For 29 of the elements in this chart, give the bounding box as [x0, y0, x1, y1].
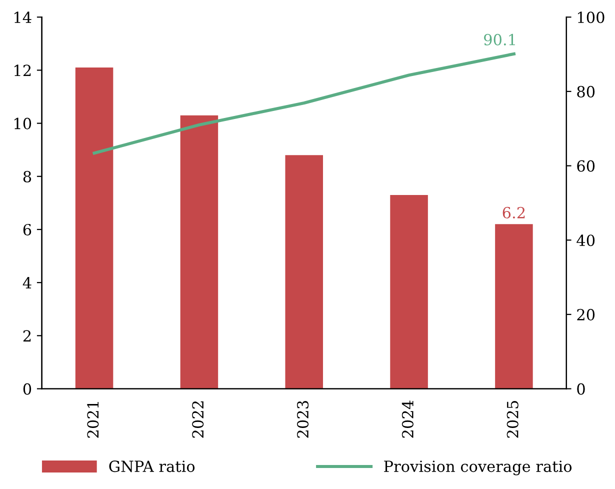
y2-tick-label: 60 — [577, 160, 595, 172]
y2-tick-label: 80 — [577, 86, 595, 98]
legend-label: Provision coverage ratio — [384, 460, 572, 476]
y-tick-label: 2 — [23, 330, 31, 342]
bar — [285, 155, 324, 389]
x-tick-label: 2021 — [87, 402, 99, 438]
x-tick-label: 2023 — [296, 401, 309, 438]
x-tick-label: 2024 — [402, 400, 414, 438]
legend-label: GNPA ratio — [109, 460, 195, 472]
y-tick-label: 4 — [22, 277, 32, 288]
x-tick-label: 2025 — [506, 401, 518, 438]
data-label: 6.2 — [502, 206, 525, 218]
y2-tick-label: 100 — [578, 12, 604, 24]
bar — [390, 194, 428, 389]
data-label: 90.1 — [484, 34, 515, 46]
y-tick-label: 0 — [23, 383, 32, 395]
bar — [180, 115, 218, 389]
y2-tick-label: 0 — [577, 383, 585, 395]
y2-tick-label: 40 — [576, 234, 595, 246]
y-tick-label: 14 — [14, 12, 32, 23]
bar — [495, 224, 533, 389]
y-tick-label: 12 — [14, 64, 31, 76]
y2-tick-label: 20 — [577, 308, 595, 320]
y-tick-label: 10 — [14, 118, 32, 130]
y-tick-label: 6 — [23, 224, 32, 236]
y-tick-label: 8 — [23, 170, 32, 182]
line-series — [92, 52, 516, 155]
x-tick-label: 2022 — [192, 401, 204, 438]
bar — [75, 68, 114, 389]
